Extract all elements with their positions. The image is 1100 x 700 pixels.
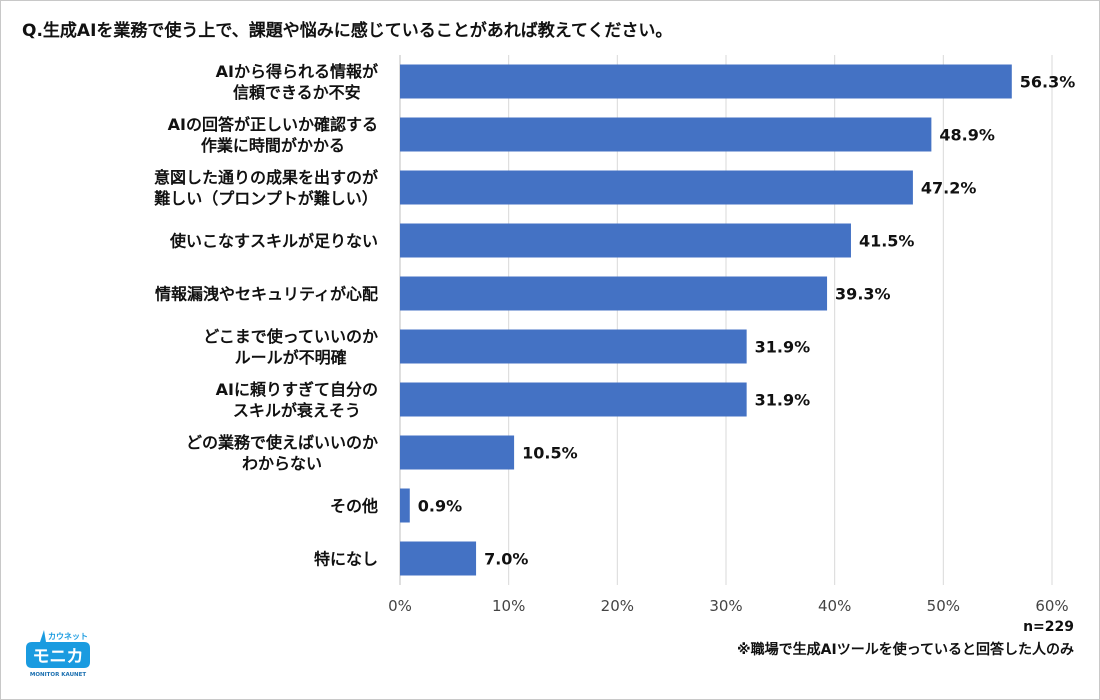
category-label: 情報漏洩やセキュリティが心配 — [154, 284, 378, 303]
bar — [400, 382, 747, 417]
bar — [400, 329, 747, 364]
logo-graphic: カウネット モニカ MONITOR KAUNET — [26, 630, 90, 678]
bar — [400, 541, 477, 576]
x-tick-label: 10% — [492, 597, 525, 615]
data-label: 31.9% — [755, 391, 811, 410]
data-label: 7.0% — [484, 550, 528, 569]
category-label: どこまで使っていいのか ルールが不明確 — [203, 326, 378, 367]
data-label: 48.9% — [939, 126, 995, 145]
data-label: 10.5% — [522, 444, 578, 463]
data-label: 47.2% — [921, 179, 977, 198]
x-tick-label: 40% — [818, 597, 851, 615]
data-label: 0.9% — [418, 497, 462, 516]
x-tick-label: 0% — [388, 597, 412, 615]
data-label: 41.5% — [859, 232, 915, 251]
x-tick-label: 50% — [927, 597, 960, 615]
category-label: 使いこなすスキルが足りない — [169, 231, 378, 250]
x-tick-label: 20% — [601, 597, 634, 615]
svg-text:モニカ: モニカ — [33, 647, 84, 667]
category-label: AIの回答が正しいか確認する 作業に時間がかかる — [167, 114, 378, 155]
category-label: 特になし — [313, 549, 378, 568]
category-label: AIに頼りすぎて自分の スキルが衰えそう — [215, 379, 378, 420]
category-label: AIから得られる情報が 信頼できるか不安 — [215, 61, 378, 102]
bar — [400, 117, 932, 152]
data-label: 31.9% — [755, 338, 811, 357]
chart-title: Q.生成AIを業務で使う上で、課題や悩みに感じていることがあれば教えてください。 — [22, 21, 673, 41]
bar — [400, 276, 828, 311]
bar — [400, 223, 851, 258]
bar — [400, 488, 410, 523]
category-label: その他 — [329, 496, 378, 515]
svg-text:カウネット: カウネット — [48, 631, 88, 641]
data-label: 39.3% — [835, 285, 891, 304]
x-tick-label: 60% — [1035, 597, 1068, 615]
bar — [400, 64, 1012, 99]
footnote: ※職場で生成AIツールを使っていると回答した人のみ — [737, 642, 1074, 658]
bar — [400, 170, 913, 205]
sample-size: n=229 — [1023, 619, 1074, 635]
category-label: どの業務で使えばいいのか わからない — [185, 432, 378, 473]
monika-logo: カウネット モニカ MONITOR KAUNET — [18, 628, 96, 678]
svg-text:MONITOR KAUNET: MONITOR KAUNET — [30, 672, 87, 678]
category-label: 意図した通りの成果を出すのが 難しい（プロンプトが難しい） — [153, 167, 378, 208]
bar — [400, 435, 515, 470]
x-tick-label: 30% — [709, 597, 742, 615]
data-label: 56.3% — [1020, 73, 1076, 92]
